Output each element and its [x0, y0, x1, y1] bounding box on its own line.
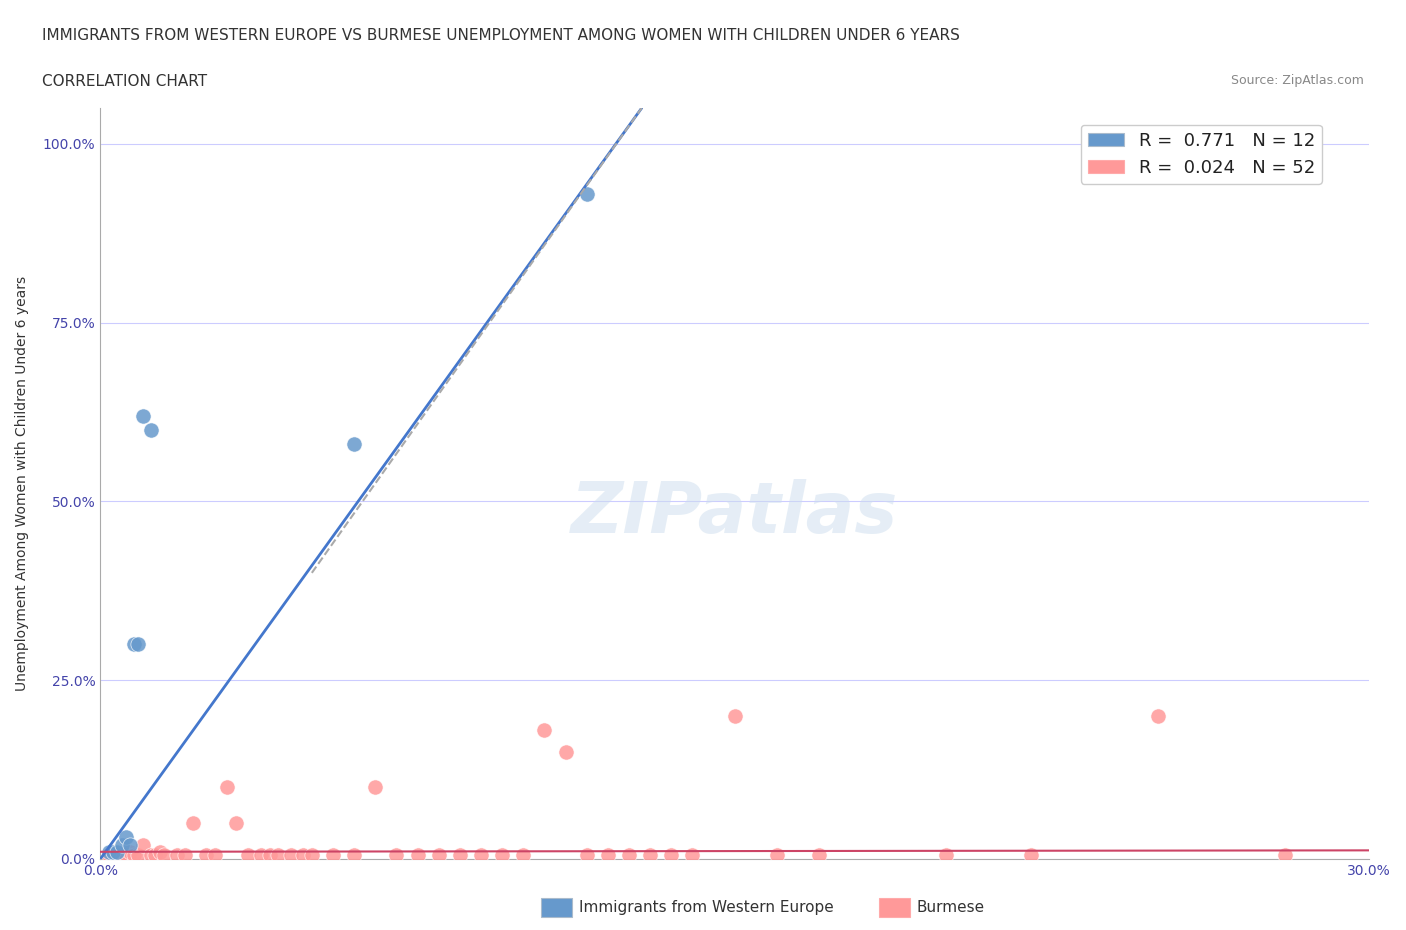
Point	[143, 848, 166, 863]
Text: Source: ZipAtlas.com: Source: ZipAtlas.com	[1230, 74, 1364, 87]
Legend: R =  0.771   N = 12, R =  0.024   N = 52: R = 0.771 N = 12, R = 0.024 N = 52	[1081, 125, 1322, 184]
Point	[131, 837, 153, 852]
Text: Immigrants from Western Europe: Immigrants from Western Europe	[579, 900, 834, 915]
Text: ZIPatlas: ZIPatlas	[571, 479, 898, 548]
Point	[427, 848, 450, 863]
Point	[122, 637, 145, 652]
Point	[127, 848, 149, 863]
Point	[724, 709, 747, 724]
Point	[127, 637, 149, 652]
FancyBboxPatch shape	[879, 898, 910, 917]
Point	[97, 848, 120, 863]
Point	[225, 816, 247, 830]
Point	[470, 848, 492, 863]
Point	[638, 848, 661, 863]
Point	[166, 848, 188, 863]
Point	[250, 848, 273, 863]
Point	[97, 844, 120, 859]
Point	[364, 780, 387, 795]
Point	[114, 848, 136, 863]
Text: IMMIGRANTS FROM WESTERN EUROPE VS BURMESE UNEMPLOYMENT AMONG WOMEN WITH CHILDREN: IMMIGRANTS FROM WESTERN EUROPE VS BURMES…	[42, 28, 960, 43]
Point	[766, 848, 789, 863]
Point	[575, 186, 598, 201]
Point	[105, 848, 128, 863]
Point	[114, 830, 136, 845]
Point	[554, 744, 576, 759]
Point	[449, 848, 471, 863]
Point	[406, 848, 429, 863]
Point	[343, 437, 366, 452]
Point	[105, 844, 128, 859]
Point	[110, 848, 132, 863]
Point	[118, 844, 141, 859]
Point	[183, 816, 205, 830]
Point	[204, 848, 226, 863]
Point	[682, 848, 704, 863]
Point	[238, 848, 260, 863]
Point	[935, 848, 957, 863]
Point	[808, 848, 831, 863]
Point	[322, 848, 344, 863]
Point	[292, 848, 315, 863]
Point	[617, 848, 640, 863]
Point	[385, 848, 408, 863]
Point	[343, 848, 366, 863]
Point	[596, 848, 619, 863]
Point	[110, 837, 132, 852]
Point	[101, 844, 124, 859]
Point	[267, 848, 290, 863]
Point	[1146, 709, 1168, 724]
Point	[139, 422, 162, 437]
Point	[1019, 848, 1042, 863]
Point	[575, 848, 598, 863]
Point	[101, 844, 124, 859]
Point	[533, 723, 555, 737]
Point	[659, 848, 682, 863]
FancyBboxPatch shape	[541, 898, 572, 917]
Point	[217, 780, 239, 795]
Text: Burmese: Burmese	[917, 900, 984, 915]
Point	[491, 848, 513, 863]
Text: CORRELATION CHART: CORRELATION CHART	[42, 74, 207, 89]
Point	[149, 844, 172, 859]
Y-axis label: Unemployment Among Women with Children Under 6 years: Unemployment Among Women with Children U…	[15, 276, 30, 691]
Point	[280, 848, 302, 863]
Point	[1274, 848, 1296, 863]
Point	[174, 848, 197, 863]
Point	[122, 848, 145, 863]
Point	[118, 837, 141, 852]
Point	[301, 848, 323, 863]
Point	[139, 848, 162, 863]
Point	[131, 408, 153, 423]
Point	[512, 848, 534, 863]
Point	[259, 848, 281, 863]
Point	[153, 848, 176, 863]
Point	[195, 848, 218, 863]
